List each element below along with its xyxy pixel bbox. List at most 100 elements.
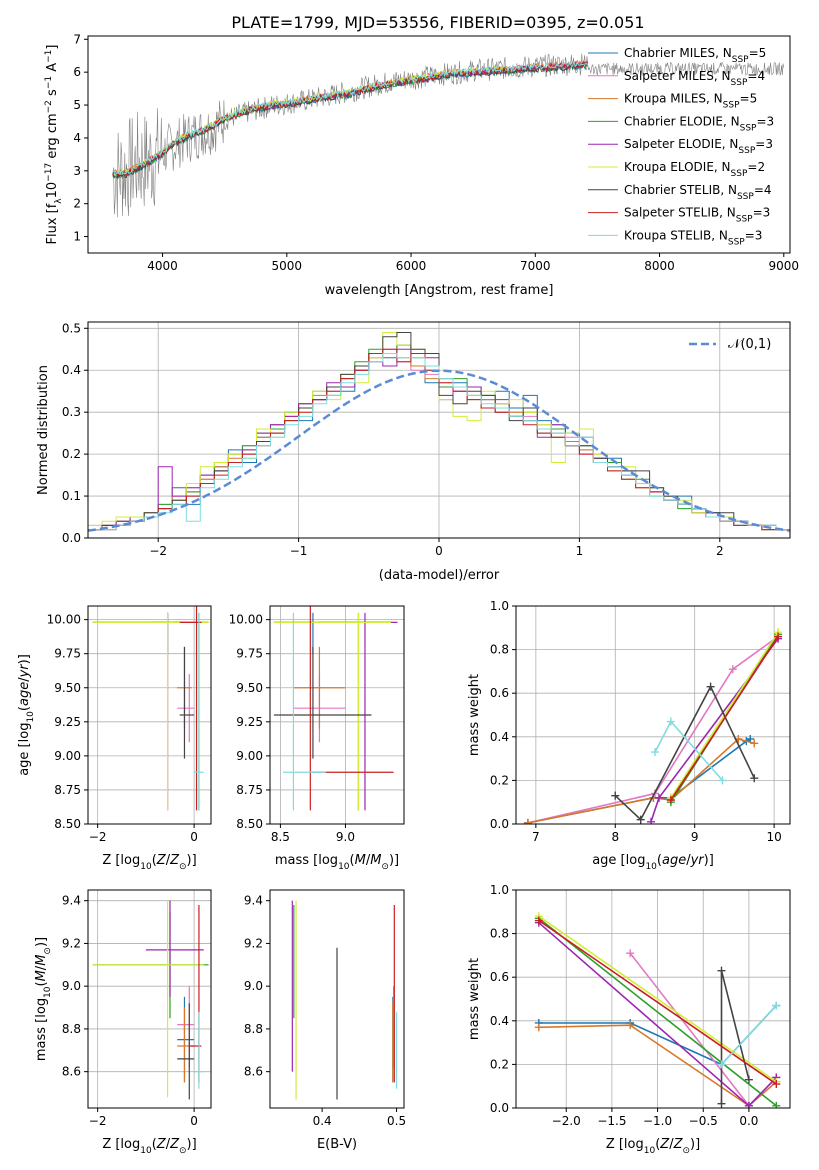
label-part: Z [log (606, 1137, 644, 1152)
x-tick-label: 0 (190, 830, 198, 844)
y-tick-label: 1 (73, 230, 81, 244)
x-axis-label: Z [log10(Z/Z⊙)] (102, 1137, 196, 1156)
x-tick-label: 0 (190, 1114, 198, 1128)
legend-text: Chabrier ELODIE, N (624, 114, 740, 128)
point-age_vs_Z-0 (92, 612, 209, 654)
point-mass_vs_Z-8 (194, 1011, 204, 1089)
point-age_vs_Z-3 (92, 612, 209, 811)
weight-marker (728, 665, 737, 674)
panels: 4000 5000 6000 7000 8000 90001234567wavelengt… (17, 32, 799, 1156)
panel-spectrum: 4000 5000 6000 7000 8000 9000 1 2 3 4 5 6 7 wavelengt… (44, 32, 799, 298)
plot-area-spectrum (112, 53, 785, 218)
weight-marker (534, 1023, 543, 1032)
legend-sub: SSP (731, 78, 748, 88)
point-mass_vs_Z-0 (177, 996, 195, 1083)
label-part: / (686, 853, 691, 868)
x-axis-label: Z [log10(Z/Z⊙)] (102, 853, 196, 872)
axis-frame: 0.4 0.5 8.6 8.8 9.0 9.2 9.4 E(B-V) (244, 889, 406, 1152)
weight-marker (626, 1021, 635, 1030)
legend-entry-3: Chabrier ELODIE, NSSP=3 (624, 114, 774, 133)
label-part: M (370, 853, 381, 868)
point-mass_vs_Z-5 (92, 900, 204, 1098)
observed-spectrum (112, 53, 785, 218)
label-part: )] (389, 853, 399, 868)
y-tick-label: 0.5 (62, 321, 81, 335)
label-part: −2 (44, 100, 54, 113)
axes-frame (87, 605, 212, 825)
label-part: M (355, 853, 366, 868)
y-tick-label: 2 (73, 197, 81, 211)
legend-entry-2: Kroupa MILES, NSSP=5 (624, 92, 757, 111)
label-part: erg cm (45, 113, 60, 162)
label-part: ( (17, 706, 32, 711)
legend-sub: SSP (738, 146, 755, 156)
point-age_vs_mass-5 (273, 612, 391, 811)
label-part: Z [log (102, 1137, 140, 1152)
weight-series-weight_vs_Z-7 (534, 916, 781, 1089)
panel-residuals: −2 −1 0 1 2 0.0 0.1 0.2 0.3 0.4 0.5 (data-model)/er… (36, 321, 791, 583)
y-tick-label: 0.2 (62, 447, 81, 461)
y-tick-label: 10.00 (229, 613, 263, 627)
label-part: age (17, 682, 32, 706)
legend-entry-0: Chabrier MILES, NSSP=5 (624, 46, 766, 65)
legend-text: Salpeter STELIB, N (624, 206, 736, 220)
y-axis-label: Normed distribution (36, 365, 51, 495)
y-tick-label: 0.2 (490, 1057, 509, 1071)
weight-marker (718, 776, 727, 785)
weight-marker (750, 774, 759, 783)
label-part: )] (690, 1137, 700, 1152)
label-part: )] (34, 937, 49, 947)
label-part: 10 (140, 1146, 152, 1156)
legend-entry-8: Kroupa STELIB, NSSP=3 (624, 228, 762, 247)
x-tick-label: −1 (290, 544, 308, 558)
weight-marker (717, 1099, 726, 1108)
y-tick-label: 9.00 (236, 749, 263, 763)
label-part: ( (655, 1137, 660, 1152)
label-part: −17 (44, 163, 54, 182)
label-part: / (166, 1137, 171, 1152)
legend-tail: =3 (755, 137, 773, 151)
label-part: Z (169, 853, 180, 868)
label-part: ⊙ (179, 1146, 187, 1156)
panel-mass_vs_Z: −2 08.68.89.09.29.4Z [log10(Z/Z⊙)]mass [l… (34, 889, 212, 1156)
y-tick-label: 9.75 (236, 647, 263, 661)
axes-frame (87, 889, 212, 1109)
point-age_vs_Z-5 (92, 612, 209, 811)
weight-marker (611, 791, 620, 800)
weight-line (538, 1024, 777, 1107)
label-part: −1 (44, 76, 54, 89)
legend-sub: SSP (740, 123, 757, 133)
plot-area-residuals (88, 332, 790, 538)
weight-series-weight_vs_age-6 (611, 682, 759, 824)
x-tick-label: −2 (149, 544, 167, 558)
y-tick-label: 8.75 (236, 783, 263, 797)
x-tick-label: 9000 (769, 259, 800, 273)
histogram-8 (88, 353, 790, 538)
weight-line (720, 970, 750, 1104)
legend-entry-5: Kroupa ELODIE, NSSP=2 (624, 160, 765, 179)
weight-marker (772, 1101, 781, 1108)
weight-series-weight_vs_Z-6 (717, 966, 753, 1108)
x-tick-label: 9.0 (336, 830, 355, 844)
label-part: M (34, 955, 49, 966)
label-part: )] (187, 1137, 197, 1152)
y-tick-label: 5 (73, 98, 81, 112)
y-axis-label: age [log10(age/yr)] (17, 654, 36, 776)
label-part: M (34, 970, 49, 981)
weight-series-weight_vs_age-8 (650, 717, 727, 785)
label-part: / (34, 965, 49, 970)
legend-entry-7: Salpeter STELIB, NSSP=3 (624, 206, 770, 225)
legend-sub: SSP (732, 55, 749, 65)
label-part: )] (704, 853, 714, 868)
y-tick-label: 9.50 (54, 681, 81, 695)
label-part: yr (17, 663, 32, 679)
y-tick-label: 0.3 (62, 405, 81, 419)
weight-marker (666, 796, 675, 805)
y-tick-label: 0.0 (490, 817, 509, 831)
point-age_vs_mass-6 (273, 646, 372, 759)
x-tick-label: 8 (611, 830, 619, 844)
weight-series-weight_vs_Z-4 (534, 918, 781, 1108)
label-part: ⊙ (682, 1146, 690, 1156)
weight-line (538, 919, 777, 1085)
